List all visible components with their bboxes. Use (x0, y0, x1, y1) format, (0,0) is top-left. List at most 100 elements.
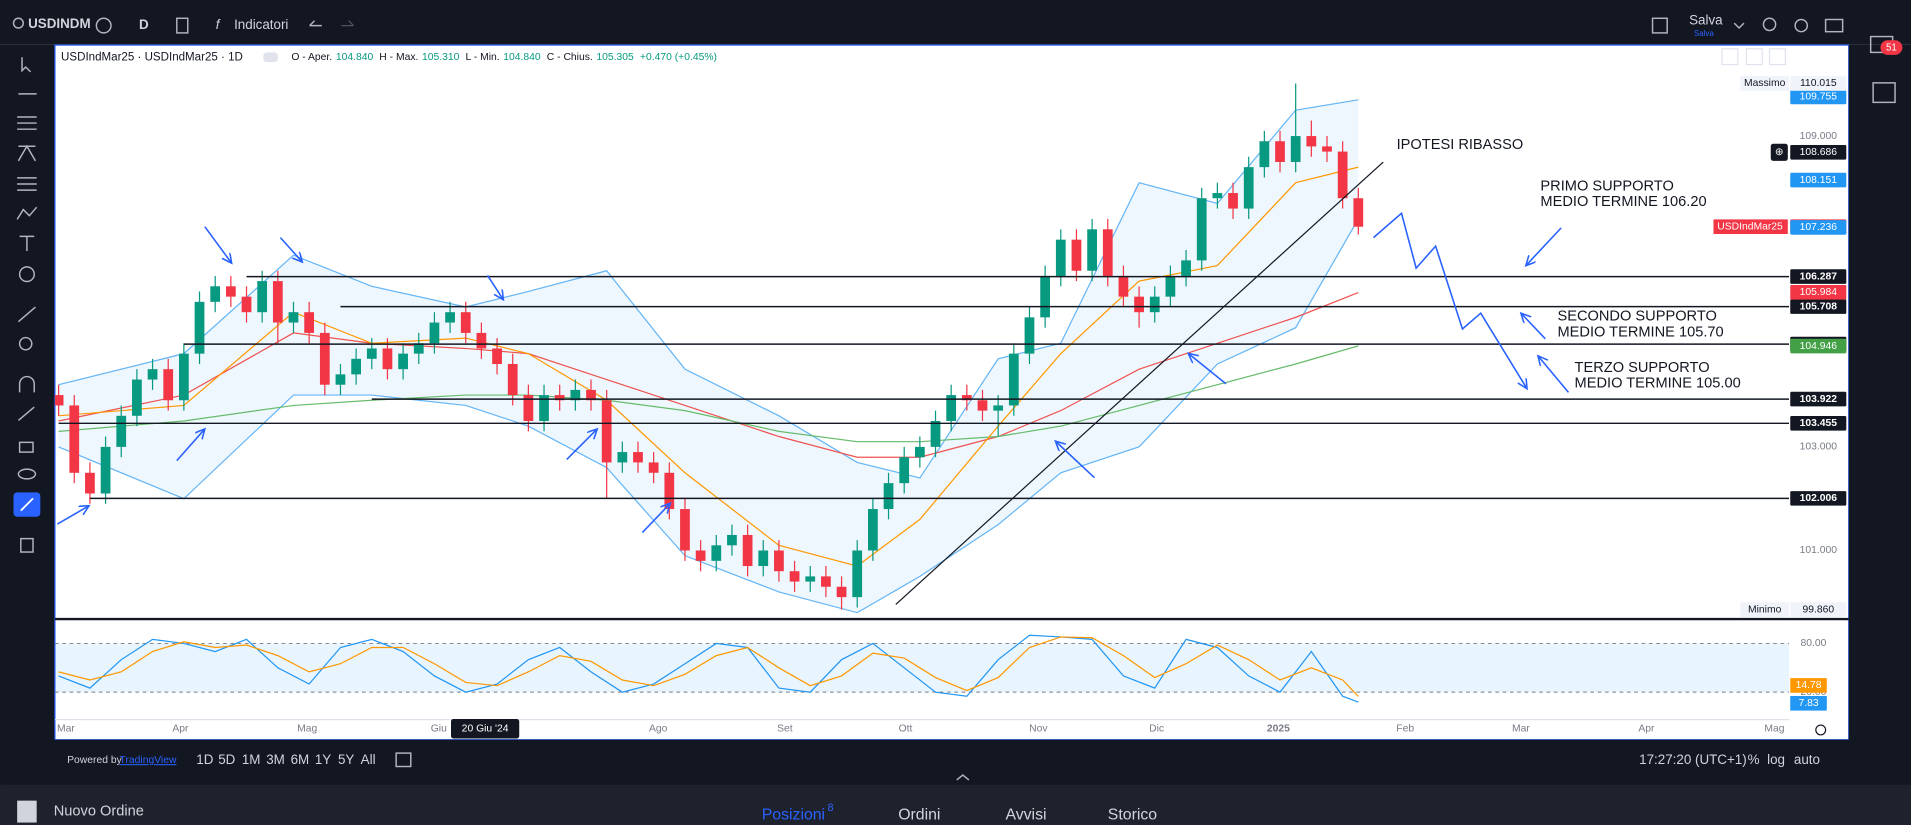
compare-button[interactable] (95, 17, 112, 34)
range-button[interactable]: All (361, 752, 376, 767)
crosshair-label-bg (450, 718, 520, 739)
symbol-search[interactable]: USDINDM (28, 16, 91, 31)
legend-value: 104.840 (503, 52, 541, 63)
extreme-value: 110.015 (1800, 78, 1837, 89)
range-button[interactable]: 5Y (338, 752, 354, 767)
lock-tool[interactable] (18, 441, 34, 453)
save-menu[interactable] (1733, 22, 1745, 30)
x-tick-label: Apr (1638, 723, 1655, 734)
candle-body (805, 576, 816, 582)
settings-button[interactable] (1794, 18, 1809, 33)
zoom-tool[interactable] (18, 336, 33, 351)
projection-tool[interactable] (17, 177, 37, 191)
interval-button[interactable]: D (139, 17, 149, 32)
snapshot-button[interactable] (1824, 18, 1844, 33)
arrow (1521, 313, 1546, 340)
candle-body (225, 286, 236, 297)
draw-mode-tool[interactable] (17, 406, 35, 421)
range-button[interactable]: 1M (242, 752, 261, 767)
arrow (1526, 227, 1562, 266)
legend-toggle[interactable] (263, 52, 278, 63)
candle-body (179, 353, 189, 401)
auto-toggle[interactable]: auto (1794, 752, 1820, 767)
oscillator-band (54, 643, 1790, 693)
range-button[interactable]: 1Y (315, 752, 331, 767)
candle-body (868, 509, 878, 551)
search-icon[interactable] (12, 17, 24, 29)
candle-body (914, 446, 925, 458)
candle-body (1275, 141, 1285, 162)
candle-body (1134, 296, 1144, 313)
pane-button[interactable] (1768, 48, 1786, 66)
range-button[interactable]: 5D (218, 752, 235, 767)
order-icon (17, 800, 37, 823)
level-label-bg (1790, 391, 1847, 407)
candle-body (1306, 136, 1317, 147)
pane-button[interactable] (1721, 48, 1739, 66)
legend-change: +0.470 (+0.45%) (640, 52, 717, 63)
indicators-button[interactable]: Indicatori (234, 17, 288, 32)
x-tick-label: Feb (1396, 723, 1414, 734)
x-tick-label: 2025 (1267, 723, 1290, 734)
brush-tool[interactable] (16, 206, 38, 220)
panel-tab[interactable]: Storico (1108, 806, 1157, 823)
candle-body (539, 395, 549, 421)
quick-search[interactable] (1762, 17, 1777, 32)
panel-toggle[interactable] (956, 774, 970, 781)
legend-title: USDIndMar25 · USDIndMar25 · 1D (61, 51, 243, 63)
magnet-tool[interactable] (18, 375, 35, 393)
save-button[interactable]: Salva (1689, 12, 1723, 27)
bottom-bar (0, 739, 1911, 780)
level-label-bg (1790, 299, 1847, 314)
range-button[interactable]: 3M (266, 752, 285, 767)
add-alert-button[interactable] (1770, 143, 1788, 161)
arrow (566, 429, 597, 460)
candle-body (319, 332, 330, 385)
extreme-value: 99.860 (1802, 604, 1834, 615)
panel-tab[interactable]: Posizioni (762, 806, 825, 823)
redo-button[interactable] (341, 20, 354, 27)
layout-button[interactable] (1651, 17, 1668, 34)
ruler-tool[interactable] (17, 306, 36, 323)
cursor-tool[interactable] (21, 57, 32, 73)
panel-tab[interactable]: Ordini (898, 806, 940, 823)
extreme-value-bg (1790, 76, 1847, 91)
save-status: Salva (1694, 29, 1714, 38)
percent-toggle[interactable]: % (1748, 752, 1760, 767)
price-axis: 101.000 103.000 109.000 106.287 105.708 104.9… (57, 76, 1847, 739)
visibility-tool[interactable] (17, 468, 37, 480)
candle-body (460, 312, 471, 333)
legend-values: O - Aper. 104.840 H - Max. 105.310 L - Min. 1… (291, 52, 717, 63)
candle-body (257, 281, 268, 313)
candle-body (132, 379, 142, 416)
range-button[interactable]: 6M (291, 752, 310, 767)
text-tool[interactable] (19, 235, 35, 252)
axis-settings[interactable] (1815, 724, 1827, 736)
delete-tool[interactable] (20, 537, 34, 553)
fib-tool[interactable] (17, 116, 37, 130)
new-order[interactable]: Nuovo Ordine (54, 803, 144, 819)
watchlist-icon[interactable] (1872, 82, 1896, 104)
candle-body (241, 296, 252, 313)
log-toggle[interactable]: log (1767, 752, 1785, 767)
range-button[interactable]: 1D (196, 752, 213, 767)
arrow (279, 237, 302, 262)
legend-key: C - Chius. (547, 52, 593, 63)
symbol-label: USDIndMar25 (1717, 221, 1783, 232)
candle-body (1102, 229, 1113, 276)
candle-body (366, 348, 377, 359)
chart-type-button[interactable] (176, 17, 189, 34)
undo-button[interactable] (309, 20, 322, 27)
chart-area (54, 44, 1850, 741)
pane-button[interactable] (1745, 48, 1763, 66)
date-range-button[interactable] (395, 752, 412, 768)
legend-value: 105.305 (596, 52, 634, 63)
candle-body (69, 405, 80, 473)
brand-link[interactable]: TradingView (120, 755, 177, 766)
pattern-tool[interactable] (17, 144, 37, 162)
panel-tab[interactable]: Avvisi (1005, 806, 1046, 823)
price-label: 108.151 (1800, 175, 1838, 186)
candle-body (711, 545, 722, 561)
emoji-tool[interactable] (18, 266, 35, 283)
